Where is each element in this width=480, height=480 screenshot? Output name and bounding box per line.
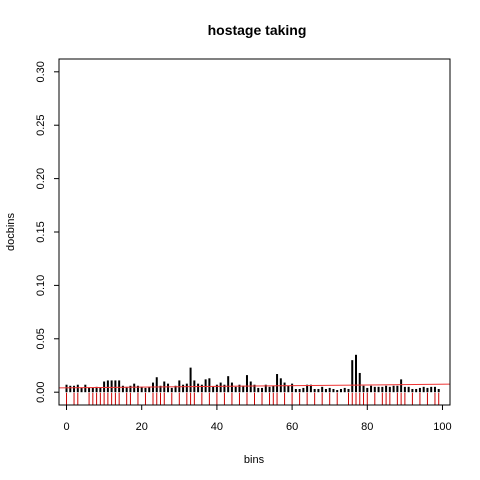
y-tick-label: 0.05 [35, 328, 47, 349]
chart-title: hostage taking [208, 22, 307, 38]
plot-frame [58, 58, 451, 406]
trend-line [58, 383, 451, 389]
y-tick-label: 0.00 [35, 381, 47, 402]
x-tick-label: 0 [63, 421, 69, 433]
y-tick-label: 0.25 [35, 114, 47, 135]
x-tick-label: 100 [433, 421, 451, 433]
y-tick-label: 0.20 [35, 168, 47, 189]
trend-layer [58, 383, 451, 389]
x-tick-label: 20 [136, 421, 148, 433]
bars-layer [65, 354, 440, 393]
x-axis-label: bins [244, 454, 265, 466]
rug-layer [66, 392, 440, 405]
x-tick-label: 40 [211, 421, 223, 433]
x-axis: 0 20 40 60 80 100 [63, 405, 452, 433]
y-axis-label: docbins [5, 213, 17, 251]
y-tick-label: 0.15 [35, 221, 47, 242]
y-tick-label: 0.10 [35, 275, 47, 296]
x-tick-label: 80 [361, 421, 373, 433]
y-tick-label: 0.30 [35, 61, 47, 82]
y-axis: 0.00 0.05 0.10 0.15 0.20 0.25 0.30 [35, 61, 59, 403]
x-tick-label: 60 [286, 421, 298, 433]
